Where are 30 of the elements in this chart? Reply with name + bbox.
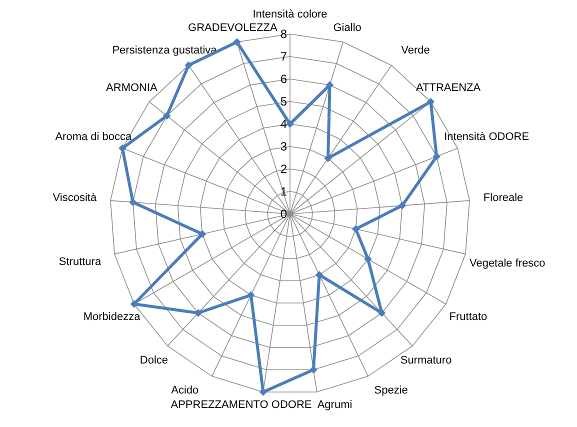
spoke-label: APPREZZAMENTO ODORE (170, 398, 312, 411)
spoke-label: Surmaturo (400, 354, 452, 367)
spoke-label: Struttura (58, 256, 102, 268)
spoke-label: ARMONIA (106, 82, 158, 94)
spoke-label: Intensità ODORE (444, 130, 530, 143)
spoke-label: Aroma di bocca (55, 130, 133, 143)
y-tick-label: 8 (280, 27, 288, 41)
y-tick-label: 5 (280, 94, 288, 108)
spoke-label: Morbidezza (83, 310, 142, 323)
spoke-label: Agrumi (317, 398, 352, 411)
spoke-label: GRADEVOLEZZA (188, 22, 278, 34)
y-tick-label: 7 (280, 50, 288, 64)
y-tick-label: 6 (280, 72, 288, 86)
spoke-label: Verde (401, 44, 430, 56)
spoke-label: Giallo (333, 22, 362, 34)
spoke-label: Acido (171, 384, 199, 397)
y-tick-label: 2 (280, 162, 288, 176)
y-tick-label: 1 (280, 184, 288, 198)
spoke-label: Persistenza gustativa (112, 44, 218, 56)
spoke-label: Vegetale fresco (469, 258, 546, 270)
y-tick-label: 0 (280, 207, 288, 221)
spoke-label: Spezie (374, 384, 408, 397)
spoke-label: Fruttato (449, 310, 488, 323)
y-tick-label: 4 (280, 117, 288, 131)
spoke-label: Floreale (483, 192, 524, 204)
spoke-label: Dolce (140, 354, 168, 367)
spoke-label: Intensità colore (252, 8, 328, 20)
y-tick-label: 3 (280, 140, 288, 154)
spoke-label: Viscosità (52, 192, 98, 204)
spoke-label: ATTRAENZA (416, 82, 482, 94)
